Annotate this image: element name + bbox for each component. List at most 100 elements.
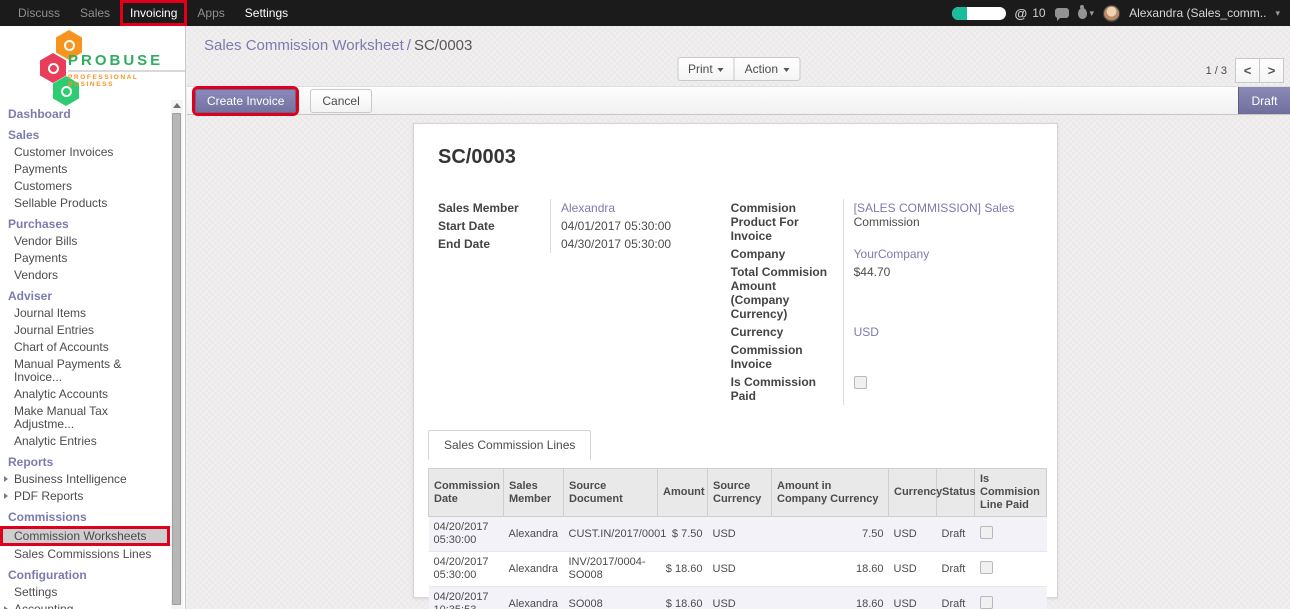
cell-member: Alexandra <box>503 551 564 587</box>
sidebar-item-payments[interactable]: Payments <box>14 162 68 176</box>
cell-status: Draft <box>936 516 975 552</box>
is-commission-paid-checkbox[interactable] <box>853 376 867 389</box>
commission-product-value-rest: Commission <box>853 215 920 229</box>
cell-document: SO008 <box>563 586 658 609</box>
sidebar-section-sales: Sales <box>8 128 40 142</box>
menu-discuss[interactable]: Discuss <box>18 6 61 20</box>
col-status[interactable]: Status <box>936 468 976 517</box>
main-content: Sales Commission Worksheet / SC/0003 Print… <box>187 26 1290 609</box>
action-button[interactable]: Action <box>733 57 801 81</box>
table-row[interactable]: 04/20/2017 05:30:00 Alexandra INV/2017/0… <box>428 551 1047 587</box>
menu-settings[interactable]: Settings <box>244 6 289 20</box>
col-commission-date[interactable]: Commission Date <box>428 468 504 517</box>
cell-status: Draft <box>936 551 975 587</box>
sidebar-item-label: Accounting <box>14 602 74 609</box>
avatar[interactable] <box>1103 4 1121 22</box>
pager-prev-button[interactable]: < <box>1235 58 1260 83</box>
mention-count: 10 <box>1032 6 1046 20</box>
sidebar-item-sellable-products[interactable]: Sellable Products <box>14 196 108 210</box>
line-paid-checkbox[interactable] <box>979 561 993 574</box>
tab-sales-commission-lines[interactable]: Sales Commission Lines <box>428 430 592 460</box>
sidebar-item-journal-items[interactable]: Journal Items <box>14 306 87 320</box>
pager-count: 1 / 3 <box>1205 64 1227 77</box>
sales-member-value[interactable]: Alexandra <box>561 201 616 215</box>
col-source-currency[interactable]: Source Currency <box>707 468 772 517</box>
field-group-right: Commision Product For Invoice [SALES COM… <box>731 199 1033 405</box>
field-groups: Sales Member Alexandra Start Date 04/01/… <box>438 199 1033 405</box>
subscription-gauge[interactable] <box>951 6 1006 20</box>
chevron-down-icon <box>717 67 724 72</box>
user-menu[interactable]: Alexandra (Sales_comm.. <box>1129 6 1267 20</box>
company-value[interactable]: YourCompany <box>853 247 930 261</box>
menu-invoicing[interactable]: Invoicing <box>120 0 188 26</box>
sidebar-item-label: PDF Reports <box>14 489 84 503</box>
sidebar-item-chart-of-accounts[interactable]: Chart of Accounts <box>14 340 109 354</box>
sidebar-item-commission-worksheets[interactable]: Commission Worksheets <box>0 526 170 546</box>
menu-sales[interactable]: Sales <box>80 6 111 20</box>
commission-product-value[interactable]: [SALES COMMISSION] Sales <box>853 201 1015 215</box>
scroll-up-arrow-icon[interactable] <box>173 103 181 108</box>
sidebar-item-vendors[interactable]: Vendors <box>14 268 59 282</box>
cell-amount: $ 7.50 <box>657 516 708 552</box>
col-currency[interactable]: Currency <box>888 468 942 517</box>
probuse-logo: PROBUSE PROFESSIONAL BUSINESS <box>0 26 185 106</box>
field-label-company: Company <box>730 247 786 261</box>
cell-member: Alexandra <box>503 516 564 552</box>
col-amount-company-currency[interactable]: Amount in Company Currency <box>771 468 889 517</box>
start-date-value: 04/01/2017 05:30:00 <box>550 217 731 235</box>
create-invoice-button[interactable]: Create Invoice <box>195 88 297 113</box>
sidebar-item-customers[interactable]: Customers <box>14 179 73 193</box>
currency-value[interactable]: USD <box>853 325 879 339</box>
pager-next-button[interactable]: > <box>1259 58 1284 83</box>
cancel-button[interactable]: Cancel <box>310 88 372 113</box>
sidebar-item-business-intelligence[interactable]: Business Intelligence <box>0 471 170 488</box>
field-label-sales-member: Sales Member <box>438 201 519 215</box>
line-paid-checkbox[interactable] <box>979 596 993 609</box>
sidebar-item-tax-adjustments[interactable]: Make Manual Tax Adjustme... <box>14 404 108 431</box>
line-paid-checkbox[interactable] <box>979 526 993 539</box>
messages-icon[interactable] <box>1054 8 1069 21</box>
sidebar-item-customer-invoices[interactable]: Customer Invoices <box>14 145 114 159</box>
table-row[interactable]: 04/20/2017 05:30:00 Alexandra CUST.IN/20… <box>428 516 1047 552</box>
sidebar-item-dashboard[interactable]: Dashboard <box>8 107 71 121</box>
mentions-icon[interactable]: @ <box>1014 5 1028 21</box>
sidebar-item-sales-commissions-lines[interactable]: Sales Commissions Lines <box>14 547 152 561</box>
app-menus: Discuss Sales Invoicing Apps Settings <box>0 0 298 26</box>
sidebar-item-journal-entries[interactable]: Journal Entries <box>14 323 95 337</box>
sidebar-item-payments-purchase[interactable]: Payments <box>14 251 68 265</box>
cell-source-currency: USD <box>707 586 772 609</box>
sidebar-item-analytic-entries[interactable]: Analytic Entries <box>14 434 97 448</box>
sidebar-item-analytic-accounts[interactable]: Analytic Accounts <box>14 387 109 401</box>
cell-amount-company: 7.50 <box>771 516 889 552</box>
chevron-down-icon: ▾ <box>1275 7 1280 18</box>
sidebar-item-vendor-bills[interactable]: Vendor Bills <box>14 234 78 248</box>
field-group-left: Sales Member Alexandra Start Date 04/01/… <box>438 199 731 405</box>
sidebar-section-adviser: Adviser <box>8 289 53 303</box>
scrollbar-thumb[interactable] <box>172 113 181 605</box>
cell-date: 04/20/2017 05:30:00 <box>428 516 504 552</box>
sidebar-item-accounting[interactable]: Accounting <box>0 601 170 609</box>
menu-apps[interactable]: Apps <box>197 6 225 20</box>
table-row[interactable]: 04/20/2017 10:35:53 Alexandra SO008 $ 18… <box>428 586 1047 609</box>
col-is-commission-line-paid[interactable]: Is Commision Line Paid <box>974 468 1047 517</box>
record-title: SC/0003 <box>438 146 516 168</box>
col-source-document[interactable]: Source Document <box>563 468 658 517</box>
sidebar-section-commissions: Commissions <box>8 510 87 524</box>
col-amount[interactable]: Amount <box>657 468 708 517</box>
col-sales-member[interactable]: Sales Member <box>503 468 564 517</box>
cell-currency: USD <box>888 586 937 609</box>
status-bar: Create Invoice Cancel Draft <box>187 86 1290 115</box>
action-buttons: Print Action <box>676 57 801 81</box>
debug-menu[interactable]: ▾ <box>1077 4 1094 19</box>
print-button[interactable]: Print <box>676 57 735 81</box>
pager: 1 / 3 < > <box>1206 58 1284 83</box>
field-label-commission-product: Commision Product For Invoice <box>730 201 799 243</box>
sidebar-item-manual-payments[interactable]: Manual Payments & Invoice... <box>14 357 122 384</box>
cell-date: 04/20/2017 10:35:53 <box>428 586 504 609</box>
breadcrumb-parent[interactable]: Sales Commission Worksheet <box>204 37 404 54</box>
commission-lines-table: Commission Date Sales Member Source Docu… <box>428 468 1047 609</box>
sidebar-scrollbar[interactable] <box>171 100 183 609</box>
sidebar-item-pdf-reports[interactable]: PDF Reports <box>0 488 170 505</box>
sidebar-item-settings[interactable]: Settings <box>14 585 58 599</box>
top-bar: Discuss Sales Invoicing Apps Settings @ … <box>0 0 1290 26</box>
